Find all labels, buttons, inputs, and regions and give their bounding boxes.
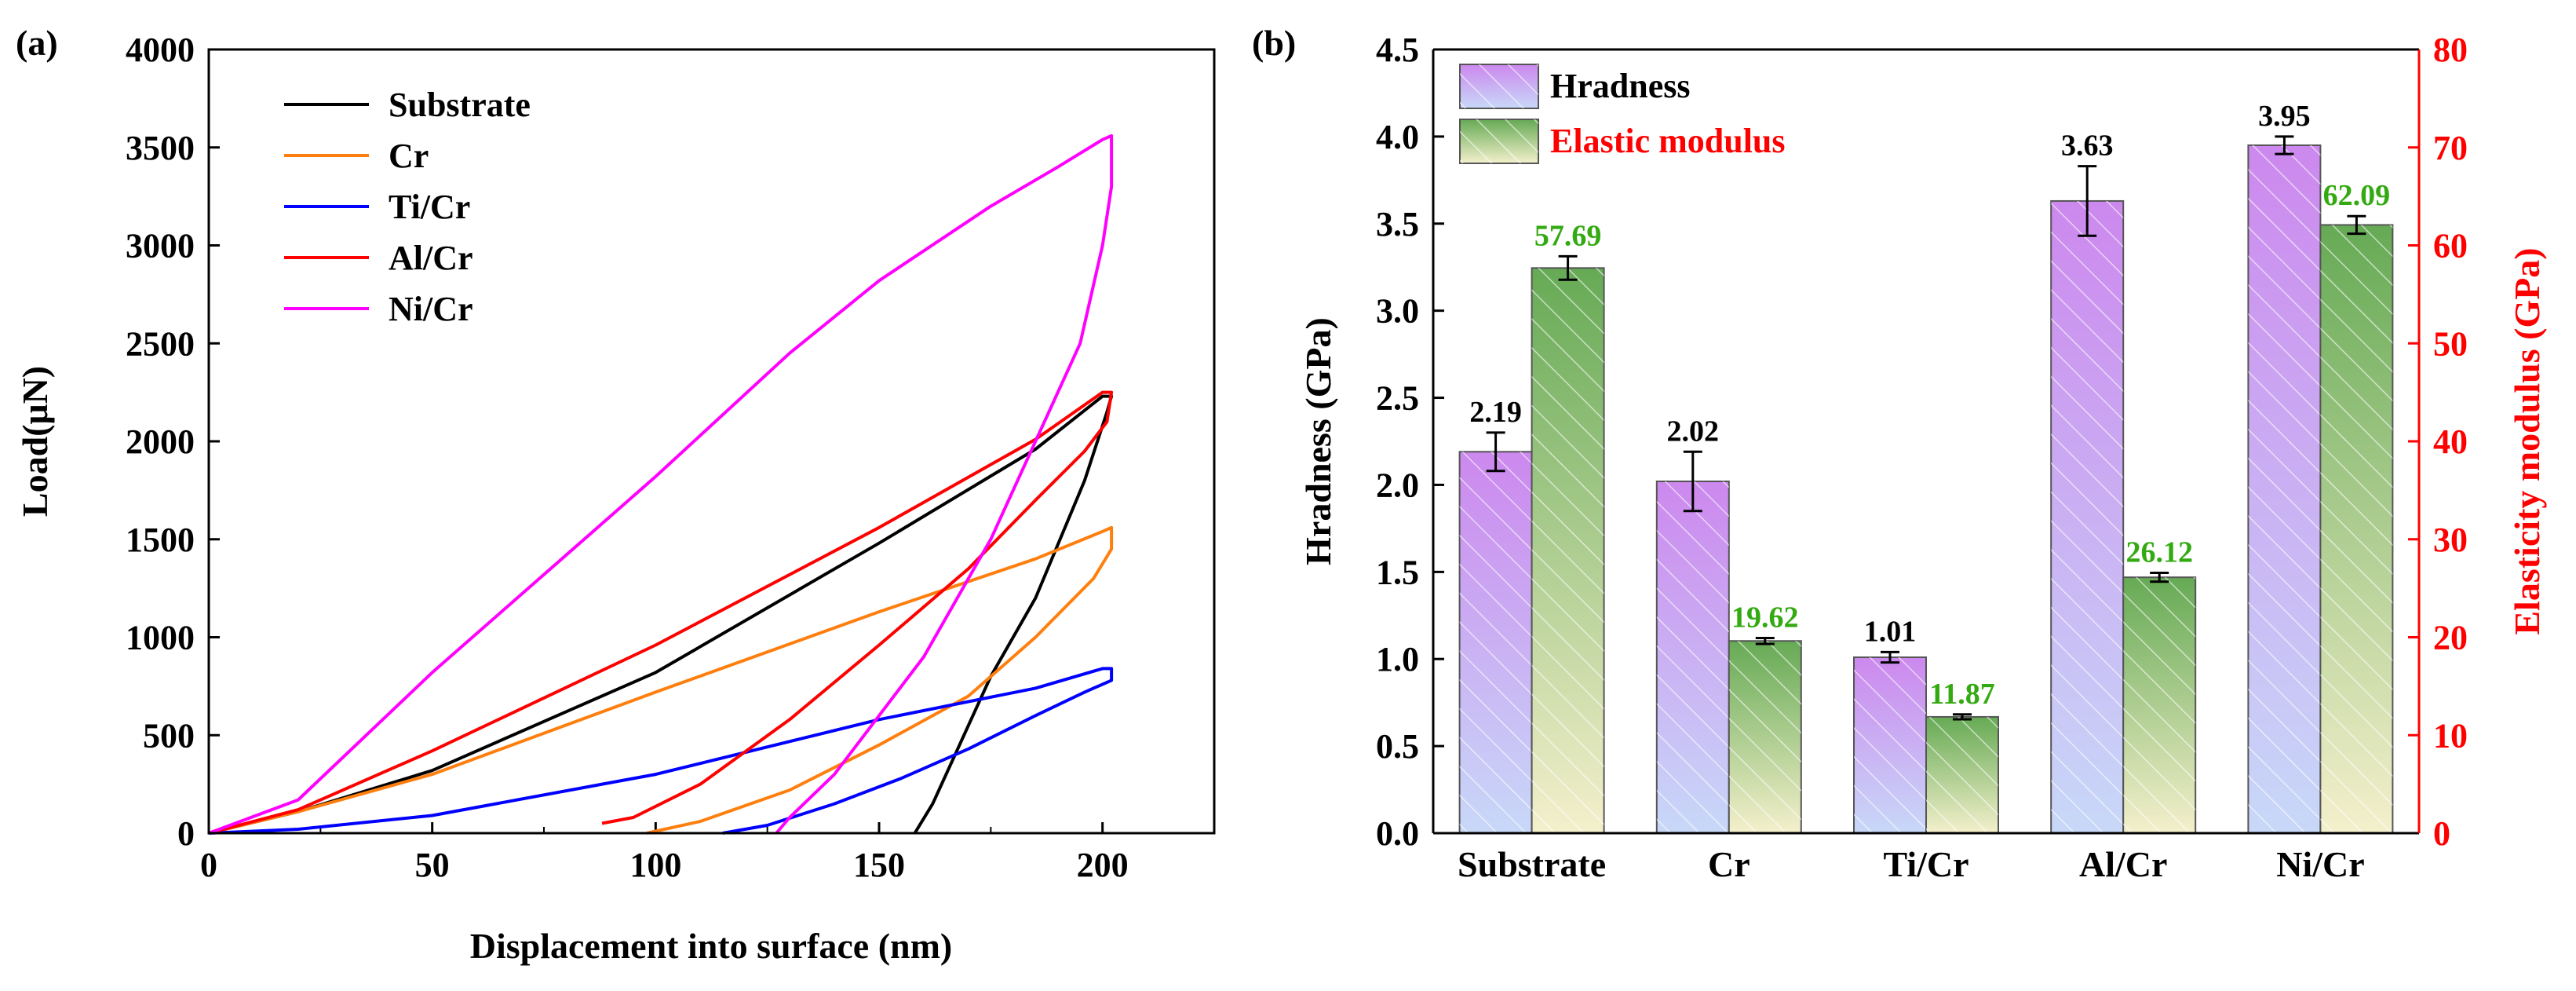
y2-tick-label: 80 [2433, 31, 2468, 69]
y2-tick-label: 30 [2433, 521, 2468, 559]
legend-label: Ti/Cr [389, 188, 470, 226]
modulus-value-label: 19.62 [1731, 601, 1799, 634]
panel-b-bars: 2.19 57.69 2.02 19.62 1.01 11.87 3.63 26.12 3.95… [1458, 100, 2394, 835]
y-tick-label: 3.5 [1376, 205, 1419, 243]
panel-b-label: (b) [1252, 23, 1296, 63]
panel-b-x-ticks: Substrate Cr Ti/Cr Al/Cr Ni/Cr [1458, 822, 2365, 884]
category-label: Ni/Cr [2276, 844, 2364, 884]
panel-a-ylabel: Load(μN) [15, 366, 55, 517]
y2-tick-label: 40 [2433, 422, 2468, 461]
legend-label: Elastic modulus [1550, 122, 1786, 160]
category-label: Ti/Cr [1883, 844, 1968, 884]
curve-cr [208, 525, 1114, 835]
y-tick-label: 4.5 [1376, 31, 1419, 69]
x-tick-label: 100 [629, 846, 681, 884]
panel-a-y-ticks: 0 500 1000 1500 2000 2500 3000 3500 4000 [126, 31, 220, 853]
y-tick-label: 2.0 [1376, 466, 1419, 504]
y-tick-label: 3.0 [1376, 292, 1419, 331]
y-tick-label: 0.0 [1376, 814, 1419, 853]
panel-b-hardness-modulus: (b) 0.0 0.5 1.0 1.5 2.0 2.5 3.0 3.5 4.0 4.5 0 10 20… [1252, 23, 2547, 884]
modulus-bar-hatch [1728, 641, 1801, 833]
hardness-value-label: 3.95 [2258, 100, 2311, 133]
modulus-bar-hatch [2320, 225, 2393, 833]
legend-label: Cr [389, 137, 429, 175]
modulus-value-label: 11.87 [1929, 678, 1994, 711]
y-tick-label: 0 [177, 814, 195, 853]
modulus-value-label: 62.09 [2323, 179, 2391, 212]
y-tick-label: 2000 [126, 422, 195, 461]
y-tick-label: 4.0 [1376, 118, 1419, 156]
y2-tick-label: 60 [2433, 227, 2468, 265]
category-label: Al/Cr [2079, 844, 2167, 884]
y-tick-label: 3500 [126, 129, 195, 167]
panel-a-plot-frame [207, 48, 1216, 835]
hardness-bar-hatch [1459, 452, 1532, 833]
curve-ti-cr [208, 667, 1114, 835]
x-tick-label: 200 [1077, 846, 1129, 884]
y-tick-label: 0.5 [1376, 727, 1419, 766]
category-label: Substrate [1458, 844, 1606, 884]
modulus-bar-hatch [1531, 268, 1604, 833]
legend-label: Ni/Cr [389, 290, 473, 328]
y-tick-label: 1500 [126, 521, 195, 559]
x-tick-label: 0 [200, 846, 217, 884]
y2-tick-label: 10 [2433, 716, 2468, 755]
y-tick-label: 2500 [126, 324, 195, 363]
y-tick-label: 2.5 [1376, 379, 1419, 418]
curve-substrate [208, 394, 1114, 835]
hardness-value-label: 2.19 [1469, 396, 1522, 429]
modulus-bar-hatch [1926, 716, 1998, 833]
y2-tick-label: 0 [2433, 814, 2450, 853]
y-tick-label: 4000 [126, 31, 195, 69]
curve-ni-cr [208, 133, 1114, 835]
y-tick-label: 1.5 [1376, 553, 1419, 591]
panel-a-x-ticks: 0 50 100 150 200 [200, 822, 1129, 884]
y-tick-label: 1000 [126, 619, 195, 657]
panel-b-right-y-ticks: 0 10 20 30 40 50 60 70 80 [2408, 31, 2468, 853]
y-tick-label: 500 [143, 716, 195, 755]
legend-label: Hradness [1550, 67, 1690, 105]
modulus-value-label: 57.69 [1534, 219, 1602, 252]
hardness-value-label: 3.63 [2061, 130, 2114, 163]
y2-tick-label: 20 [2433, 619, 2468, 657]
hardness-bar-hatch [1854, 657, 1926, 833]
hardness-bar-hatch [1656, 481, 1729, 833]
panel-a-xlabel: Displacement into surface (nm) [470, 926, 953, 966]
panel-b-left-y-ticks: 0.0 0.5 1.0 1.5 2.0 2.5 3.0 3.5 4.0 4.5 [1376, 31, 1444, 853]
panel-a-label: (a) [16, 23, 58, 63]
legend-swatch-hatch [1460, 119, 1538, 163]
y2-tick-label: 50 [2433, 324, 2468, 363]
panel-b-y2label: Elasticity modulus (GPa) [2507, 247, 2547, 634]
x-tick-label: 50 [415, 846, 450, 884]
y-tick-label: 3000 [126, 227, 195, 265]
hardness-value-label: 2.02 [1667, 415, 1720, 448]
legend-label: Al/Cr [389, 239, 473, 277]
panel-a-curves [208, 133, 1114, 835]
legend-label: Substrate [389, 86, 531, 124]
x-tick-label: 150 [853, 846, 905, 884]
modulus-bar-hatch [2123, 577, 2196, 833]
category-label: Cr [1708, 844, 1750, 884]
modulus-value-label: 26.12 [2125, 536, 2193, 569]
panel-b-ylabel: Hradness (GPa) [1298, 317, 1338, 565]
panel-a-load-displacement: (a) 0 500 1000 1500 2000 2500 3000 3500 4000 0 50… [15, 23, 1216, 966]
y-tick-label: 1.0 [1376, 640, 1419, 678]
curve-al-cr [208, 390, 1114, 835]
hardness-bar-hatch [2248, 144, 2321, 833]
hardness-value-label: 1.01 [1864, 615, 1917, 648]
panel-b-legend: Hradness Elastic modulus [1459, 64, 1786, 164]
legend-swatch-hatch [1460, 64, 1538, 108]
hardness-bar-hatch [2051, 200, 2124, 834]
y2-tick-label: 70 [2433, 129, 2468, 167]
panel-a-legend: Substrate Cr Ti/Cr Al/Cr Ni/Cr [284, 86, 531, 328]
